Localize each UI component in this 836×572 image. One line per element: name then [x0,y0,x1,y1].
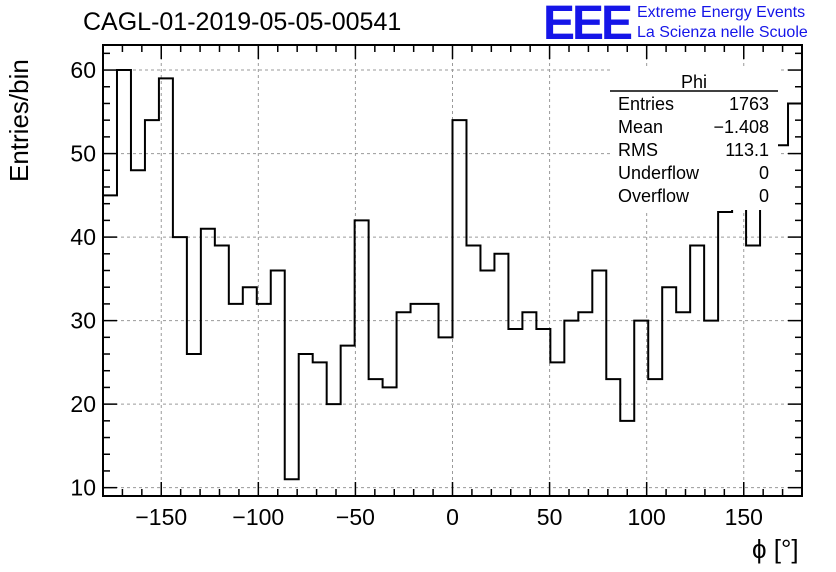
x-tick-label: 0 [446,504,459,530]
stats-row-label: Underflow [618,163,700,183]
y-tick-label: 30 [70,308,96,334]
stats-title: Phi [681,72,707,92]
stats-row-label: Mean [618,117,663,137]
stats-row-value: 0 [759,186,769,206]
histogram-outline [103,69,802,481]
y-tick-label: 20 [70,391,96,417]
x-tick-label: 100 [627,504,665,530]
chart-title: CAGL-01-2019-05-05-00541 [83,8,402,36]
y-tick-label: 40 [70,224,96,250]
stats-row-label: Entries [618,94,674,114]
x-tick-label: −150 [135,504,187,530]
y-tick-label: 60 [70,57,96,83]
x-tick-label: −100 [232,504,284,530]
stats-row-value: 1763 [729,94,769,114]
x-axis-label: ϕ [°] [752,534,799,564]
axis-ticks [103,45,802,496]
x-axis-tick-labels: −150 −100 −50 0 50 100 150 [135,504,763,530]
logo-line-1: Extreme Energy Events [637,4,806,21]
y-axis-label: Entries/bin [4,59,34,182]
stats-row-value: −1.408 [713,117,769,137]
x-tick-label: 50 [537,504,563,530]
stats-box: Phi Entries 1763 Mean −1.408 RMS 113.1 Underfl… [610,68,778,210]
stats-row-value: 113.1 [725,140,769,160]
y-tick-label: 50 [70,141,96,167]
logo-line-2: La Scienza nelle Scuole [637,24,808,41]
x-tick-label: −50 [336,504,375,530]
y-axis-tick-labels: 10 20 30 40 50 60 [70,57,96,501]
stats-row-label: RMS [618,140,658,160]
stats-row-value: 0 [759,163,769,183]
eee-logo: EEE [543,0,633,50]
stats-rows: Entries 1763 Mean −1.408 RMS 113.1 Underflow 0 O… [618,94,769,206]
stats-row-label: Overflow [618,186,690,206]
y-tick-label: 10 [70,475,96,501]
x-tick-label: 150 [725,504,763,530]
